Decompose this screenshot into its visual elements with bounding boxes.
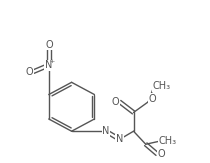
Text: O: O	[158, 149, 165, 159]
Text: N: N	[102, 126, 109, 136]
Text: N: N	[45, 60, 52, 70]
Text: O: O	[46, 40, 53, 50]
Text: O: O	[148, 94, 156, 104]
Text: O: O	[25, 67, 33, 77]
Text: CH₃: CH₃	[159, 136, 177, 146]
Text: +: +	[50, 59, 55, 64]
Text: CH₃: CH₃	[152, 81, 170, 91]
Text: O: O	[112, 97, 119, 107]
Text: N: N	[116, 134, 123, 144]
